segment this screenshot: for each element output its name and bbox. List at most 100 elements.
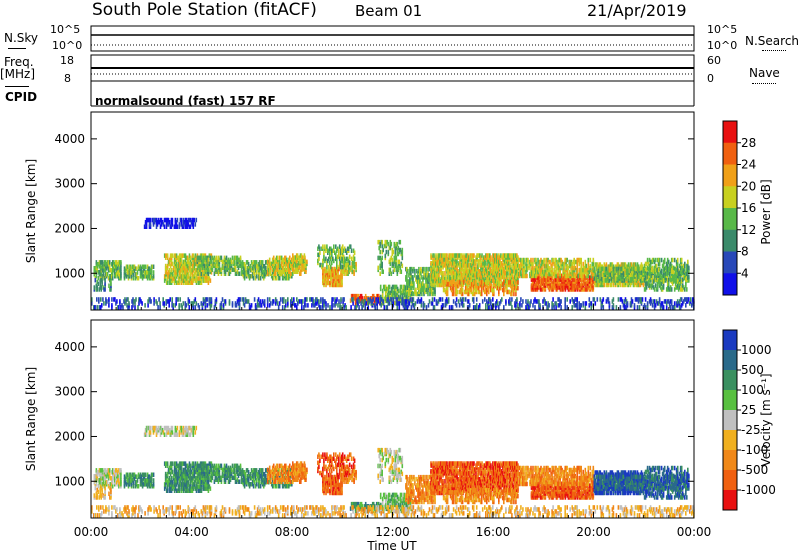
range-cell	[295, 259, 298, 264]
range-cell	[349, 298, 352, 303]
range-cell	[199, 271, 202, 276]
range-cell	[143, 270, 146, 275]
range-cell	[486, 280, 488, 285]
range-cell	[687, 259, 689, 265]
range-cell	[227, 263, 230, 268]
range-cell	[208, 253, 211, 258]
range-cell	[185, 265, 188, 271]
range-cell	[125, 264, 128, 269]
range-cell	[137, 305, 139, 310]
nave-label: Nave	[749, 66, 780, 80]
range-cell	[188, 217, 191, 223]
range-cell	[168, 257, 171, 263]
range-cell	[124, 272, 127, 277]
range-cell	[193, 257, 196, 263]
range-cell	[446, 291, 449, 297]
range-cell	[172, 276, 175, 281]
range-cell	[104, 272, 107, 277]
range-cell	[513, 291, 515, 297]
range-cell	[185, 303, 188, 308]
range-cell	[187, 280, 190, 285]
range-cell	[222, 259, 225, 265]
nave-tick-top: 60	[707, 54, 721, 67]
range-cell	[190, 261, 193, 267]
range-cell	[98, 297, 100, 302]
range-cell	[144, 224, 147, 229]
range-cell	[105, 272, 108, 277]
range-cell	[197, 276, 200, 281]
range-cell	[178, 222, 181, 227]
range-cell	[246, 266, 249, 271]
range-cell	[93, 266, 96, 271]
range-cell	[209, 278, 212, 283]
range-cell	[139, 274, 142, 279]
range-cell	[235, 271, 238, 276]
range-cell	[180, 268, 183, 273]
range-cell	[144, 264, 147, 269]
range-cell	[158, 297, 160, 302]
range-cell	[511, 291, 513, 297]
range-cell	[198, 305, 201, 310]
range-cell	[194, 297, 197, 302]
range-cell	[662, 285, 665, 290]
range-cell	[102, 272, 105, 277]
range-cell	[587, 261, 590, 267]
range-cell	[114, 270, 116, 275]
range-cell	[462, 280, 465, 285]
range-cell	[184, 257, 187, 263]
range-cell	[198, 276, 201, 281]
range-cell	[200, 280, 203, 285]
range-cell	[148, 224, 151, 229]
power-cells	[91, 217, 695, 310]
range-cell	[101, 303, 103, 308]
range-cell	[188, 299, 191, 304]
range-cell	[96, 285, 98, 290]
range-cell	[97, 276, 100, 281]
range-cell	[619, 282, 622, 288]
range-cell	[242, 297, 245, 302]
range-cell	[634, 262, 637, 267]
range-cell	[189, 224, 192, 229]
range-cell	[215, 267, 218, 272]
range-cell	[165, 265, 168, 271]
range-cell	[240, 261, 243, 267]
range-cell	[193, 261, 196, 267]
range-cell	[263, 299, 266, 304]
range-cell	[95, 274, 98, 279]
range-cell	[243, 262, 246, 267]
range-cell	[196, 263, 199, 268]
range-cell	[173, 253, 176, 258]
range-cell	[233, 267, 236, 272]
cpid-text: normalsound (fast) 157 RF	[95, 94, 276, 108]
range-cell	[456, 280, 459, 285]
range-cell	[97, 281, 99, 287]
range-cell	[266, 271, 269, 276]
range-cell	[593, 268, 596, 274]
range-cell	[107, 260, 110, 265]
range-cell	[566, 269, 568, 275]
range-cell	[644, 275, 647, 280]
range-cell	[263, 303, 266, 308]
range-cell	[213, 271, 216, 276]
range-cell	[214, 267, 217, 272]
range-cell	[584, 259, 587, 265]
range-cell	[169, 263, 172, 269]
range-cell	[485, 261, 487, 266]
range-cell	[576, 265, 578, 271]
range-cell	[171, 217, 174, 223]
range-cell	[94, 277, 97, 283]
range-cell	[653, 287, 656, 292]
range-cell	[278, 276, 281, 281]
range-cell	[278, 301, 281, 306]
range-cell	[143, 274, 146, 279]
range-cell	[610, 266, 613, 272]
range-cell	[99, 279, 101, 285]
range-cell	[529, 265, 531, 271]
range-cell	[166, 263, 169, 269]
range-cell	[220, 255, 223, 261]
range-cell	[165, 253, 168, 258]
range-cell	[228, 299, 231, 304]
range-cell	[163, 217, 166, 223]
range-cell	[148, 222, 151, 227]
range-cell	[215, 259, 218, 265]
